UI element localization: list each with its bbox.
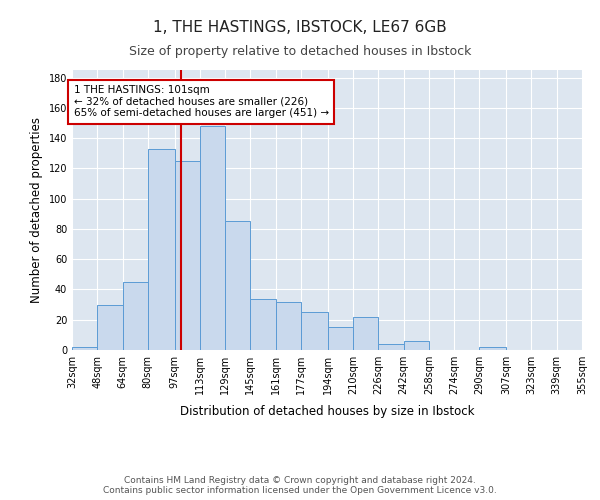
Text: Size of property relative to detached houses in Ibstock: Size of property relative to detached ho… (129, 45, 471, 58)
Text: Contains HM Land Registry data © Crown copyright and database right 2024.
Contai: Contains HM Land Registry data © Crown c… (103, 476, 497, 495)
X-axis label: Distribution of detached houses by size in Ibstock: Distribution of detached houses by size … (180, 406, 474, 418)
Bar (225, 222, 250, 350)
Bar (148, 148, 175, 350)
Bar (122, 282, 148, 350)
Bar (275, 302, 301, 350)
Bar (353, 316, 379, 350)
Bar (301, 312, 328, 350)
Text: 1, THE HASTINGS, IBSTOCK, LE67 6GB: 1, THE HASTINGS, IBSTOCK, LE67 6GB (153, 20, 447, 35)
Bar (328, 328, 353, 350)
Bar (404, 341, 429, 350)
Text: 1 THE HASTINGS: 101sqm
← 32% of detached houses are smaller (226)
65% of semi-de: 1 THE HASTINGS: 101sqm ← 32% of detached… (74, 85, 329, 118)
Bar (175, 161, 200, 350)
Bar (250, 298, 275, 350)
Bar (72, 347, 97, 350)
Y-axis label: Number of detached properties: Number of detached properties (30, 117, 43, 303)
Bar (97, 304, 122, 350)
Bar (200, 126, 225, 350)
Bar (479, 347, 506, 350)
Bar (379, 344, 404, 350)
